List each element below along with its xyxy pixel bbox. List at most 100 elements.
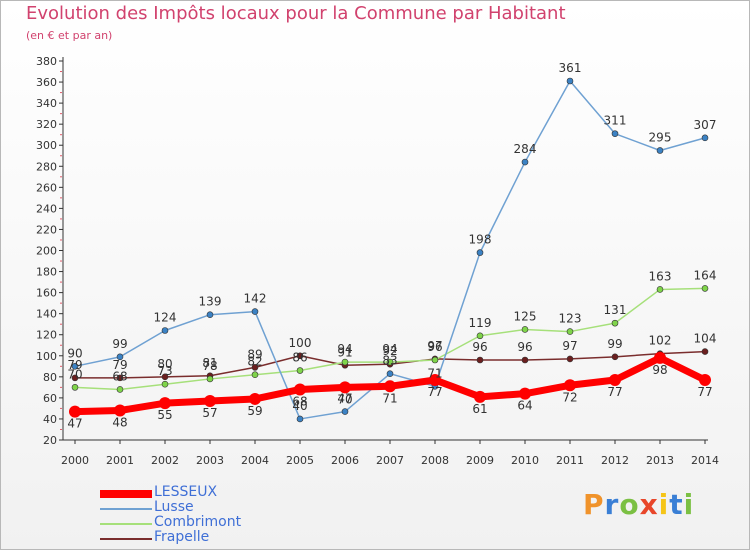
data-label-frapelle: 96 (517, 340, 532, 354)
data-label-combrimont: 70 (67, 367, 82, 381)
data-label-lesseux: 55 (157, 408, 172, 422)
x-tick-label: 2001 (106, 454, 134, 467)
data-label-lesseux: 48 (112, 416, 127, 430)
data-label-lusse: 311 (604, 114, 627, 128)
data-point-lesseux (114, 404, 126, 417)
data-label-frapelle: 92 (382, 344, 397, 358)
y-tick-label: 80 (43, 371, 57, 384)
data-label-lesseux: 68 (292, 394, 307, 408)
data-label-combrimont: 94 (337, 342, 352, 356)
logo-letter: o (619, 488, 640, 521)
data-point-frapelle (71, 374, 79, 382)
y-tick-label: 120 (36, 329, 57, 342)
data-label-frapelle: 96 (472, 340, 487, 354)
data-label-lesseux: 57 (202, 406, 217, 420)
data-label-lesseux: 59 (247, 404, 262, 418)
y-tick-label: 280 (36, 160, 57, 173)
data-label-frapelle: 80 (157, 357, 172, 371)
logo-letter: t (669, 488, 684, 521)
x-tick-label: 2012 (601, 454, 629, 467)
data-point-lesseux (249, 392, 261, 405)
y-tick-label: 300 (36, 139, 57, 152)
data-point-lusse (251, 308, 259, 315)
data-label-lusse: 361 (559, 61, 582, 75)
y-tick-label: 320 (36, 118, 57, 131)
data-label-lesseux: 77 (427, 385, 442, 399)
x-tick-label: 2014 (691, 454, 719, 467)
x-tick-label: 2010 (511, 454, 539, 467)
data-point-lusse (701, 134, 709, 142)
data-label-lesseux: 98 (652, 363, 667, 377)
data-point-combrimont (476, 332, 484, 340)
data-label-lesseux: 77 (607, 385, 622, 399)
y-tick-label: 340 (36, 97, 57, 110)
data-label-combrimont: 78 (202, 359, 217, 373)
y-tick-label: 140 (36, 308, 57, 321)
data-point-lusse (656, 147, 664, 154)
data-point-lesseux (159, 397, 171, 410)
data-point-combrimont (611, 319, 619, 327)
legend-swatch (100, 490, 152, 498)
data-label-lusse: 198 (469, 233, 492, 247)
data-label-combrimont: 68 (112, 369, 127, 383)
chart-title: Evolution des Impôts locaux pour la Comm… (26, 3, 566, 24)
x-tick-label: 2006 (331, 454, 359, 467)
data-label-frapelle: 97 (562, 339, 577, 353)
x-tick-label: 2011 (556, 454, 584, 467)
data-point-lesseux (339, 381, 351, 394)
data-label-lusse: 40 (292, 399, 307, 413)
data-point-lesseux (609, 373, 621, 386)
x-tick-label: 2009 (466, 454, 494, 467)
data-label-combrimont: 94 (382, 342, 397, 356)
data-point-lusse (521, 158, 529, 166)
y-tick-label: 240 (36, 202, 57, 215)
y-tick-label: 360 (36, 76, 57, 89)
data-point-lusse (161, 327, 169, 334)
data-point-lusse (476, 249, 484, 256)
data-point-frapelle (161, 373, 169, 381)
data-label-combrimont: 131 (604, 303, 627, 317)
data-label-frapelle: 89 (247, 347, 262, 361)
data-point-lusse (611, 130, 619, 137)
x-tick-label: 2003 (196, 454, 224, 467)
data-point-lusse (386, 370, 394, 377)
y-tick-label: 60 (43, 392, 57, 405)
data-point-lesseux (699, 373, 711, 386)
data-label-lusse: 83 (382, 354, 397, 368)
data-point-lesseux (384, 380, 396, 393)
data-label-lusse: 142 (244, 292, 267, 306)
legend-label: Lusse (154, 499, 194, 515)
data-label-combrimont: 82 (247, 355, 262, 369)
data-point-lesseux (654, 351, 666, 364)
data-label-lesseux: 64 (517, 399, 532, 413)
data-label-lesseux: 77 (697, 385, 712, 399)
data-label-lusse: 307 (694, 118, 717, 132)
data-point-lusse (206, 311, 214, 319)
data-point-frapelle (116, 374, 124, 382)
legend-label: Frapelle (154, 529, 210, 545)
data-label-lesseux: 71 (382, 391, 397, 405)
logo-letter: i (658, 488, 670, 521)
x-tick-label: 2004 (241, 454, 269, 467)
data-label-frapelle: 91 (337, 345, 352, 359)
data-label-frapelle: 97 (427, 339, 442, 353)
x-tick-label: 2008 (421, 454, 449, 467)
logo-letter: x (639, 488, 659, 521)
data-label-lusse: 71 (427, 366, 442, 380)
data-label-combrimont: 119 (469, 316, 492, 330)
data-point-lesseux (294, 383, 306, 396)
chart-subtitle: (en € et par an) (26, 29, 113, 42)
y-tick-label: 100 (36, 350, 57, 363)
y-tick-label: 160 (36, 287, 57, 300)
data-label-lusse: 284 (514, 142, 537, 156)
y-tick-label: 180 (36, 266, 57, 279)
data-point-combrimont (251, 371, 259, 379)
x-tick-label: 2013 (646, 454, 674, 467)
data-label-frapelle: 102 (649, 334, 672, 348)
data-point-combrimont (566, 328, 574, 335)
legend-label: LESSEUX (154, 484, 218, 500)
data-point-lusse (341, 408, 349, 415)
data-label-frapelle: 104 (694, 332, 717, 346)
data-point-frapelle (521, 356, 529, 364)
